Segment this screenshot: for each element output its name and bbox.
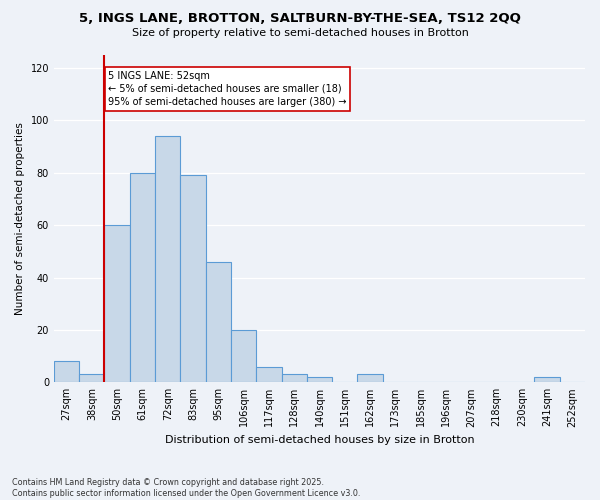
Bar xyxy=(535,377,560,382)
Bar xyxy=(231,330,256,382)
Y-axis label: Number of semi-detached properties: Number of semi-detached properties xyxy=(15,122,25,315)
Bar xyxy=(155,136,181,382)
Bar xyxy=(104,225,130,382)
Bar xyxy=(307,377,332,382)
Bar xyxy=(54,362,79,382)
X-axis label: Distribution of semi-detached houses by size in Brotton: Distribution of semi-detached houses by … xyxy=(164,435,474,445)
Text: Size of property relative to semi-detached houses in Brotton: Size of property relative to semi-detach… xyxy=(131,28,469,38)
Bar xyxy=(256,366,281,382)
Bar xyxy=(206,262,231,382)
Bar xyxy=(181,176,206,382)
Text: Contains HM Land Registry data © Crown copyright and database right 2025.
Contai: Contains HM Land Registry data © Crown c… xyxy=(12,478,361,498)
Bar xyxy=(358,374,383,382)
Bar xyxy=(79,374,104,382)
Bar xyxy=(130,173,155,382)
Text: 5, INGS LANE, BROTTON, SALTBURN-BY-THE-SEA, TS12 2QQ: 5, INGS LANE, BROTTON, SALTBURN-BY-THE-S… xyxy=(79,12,521,26)
Text: 5 INGS LANE: 52sqm
← 5% of semi-detached houses are smaller (18)
95% of semi-det: 5 INGS LANE: 52sqm ← 5% of semi-detached… xyxy=(108,70,347,107)
Bar xyxy=(281,374,307,382)
